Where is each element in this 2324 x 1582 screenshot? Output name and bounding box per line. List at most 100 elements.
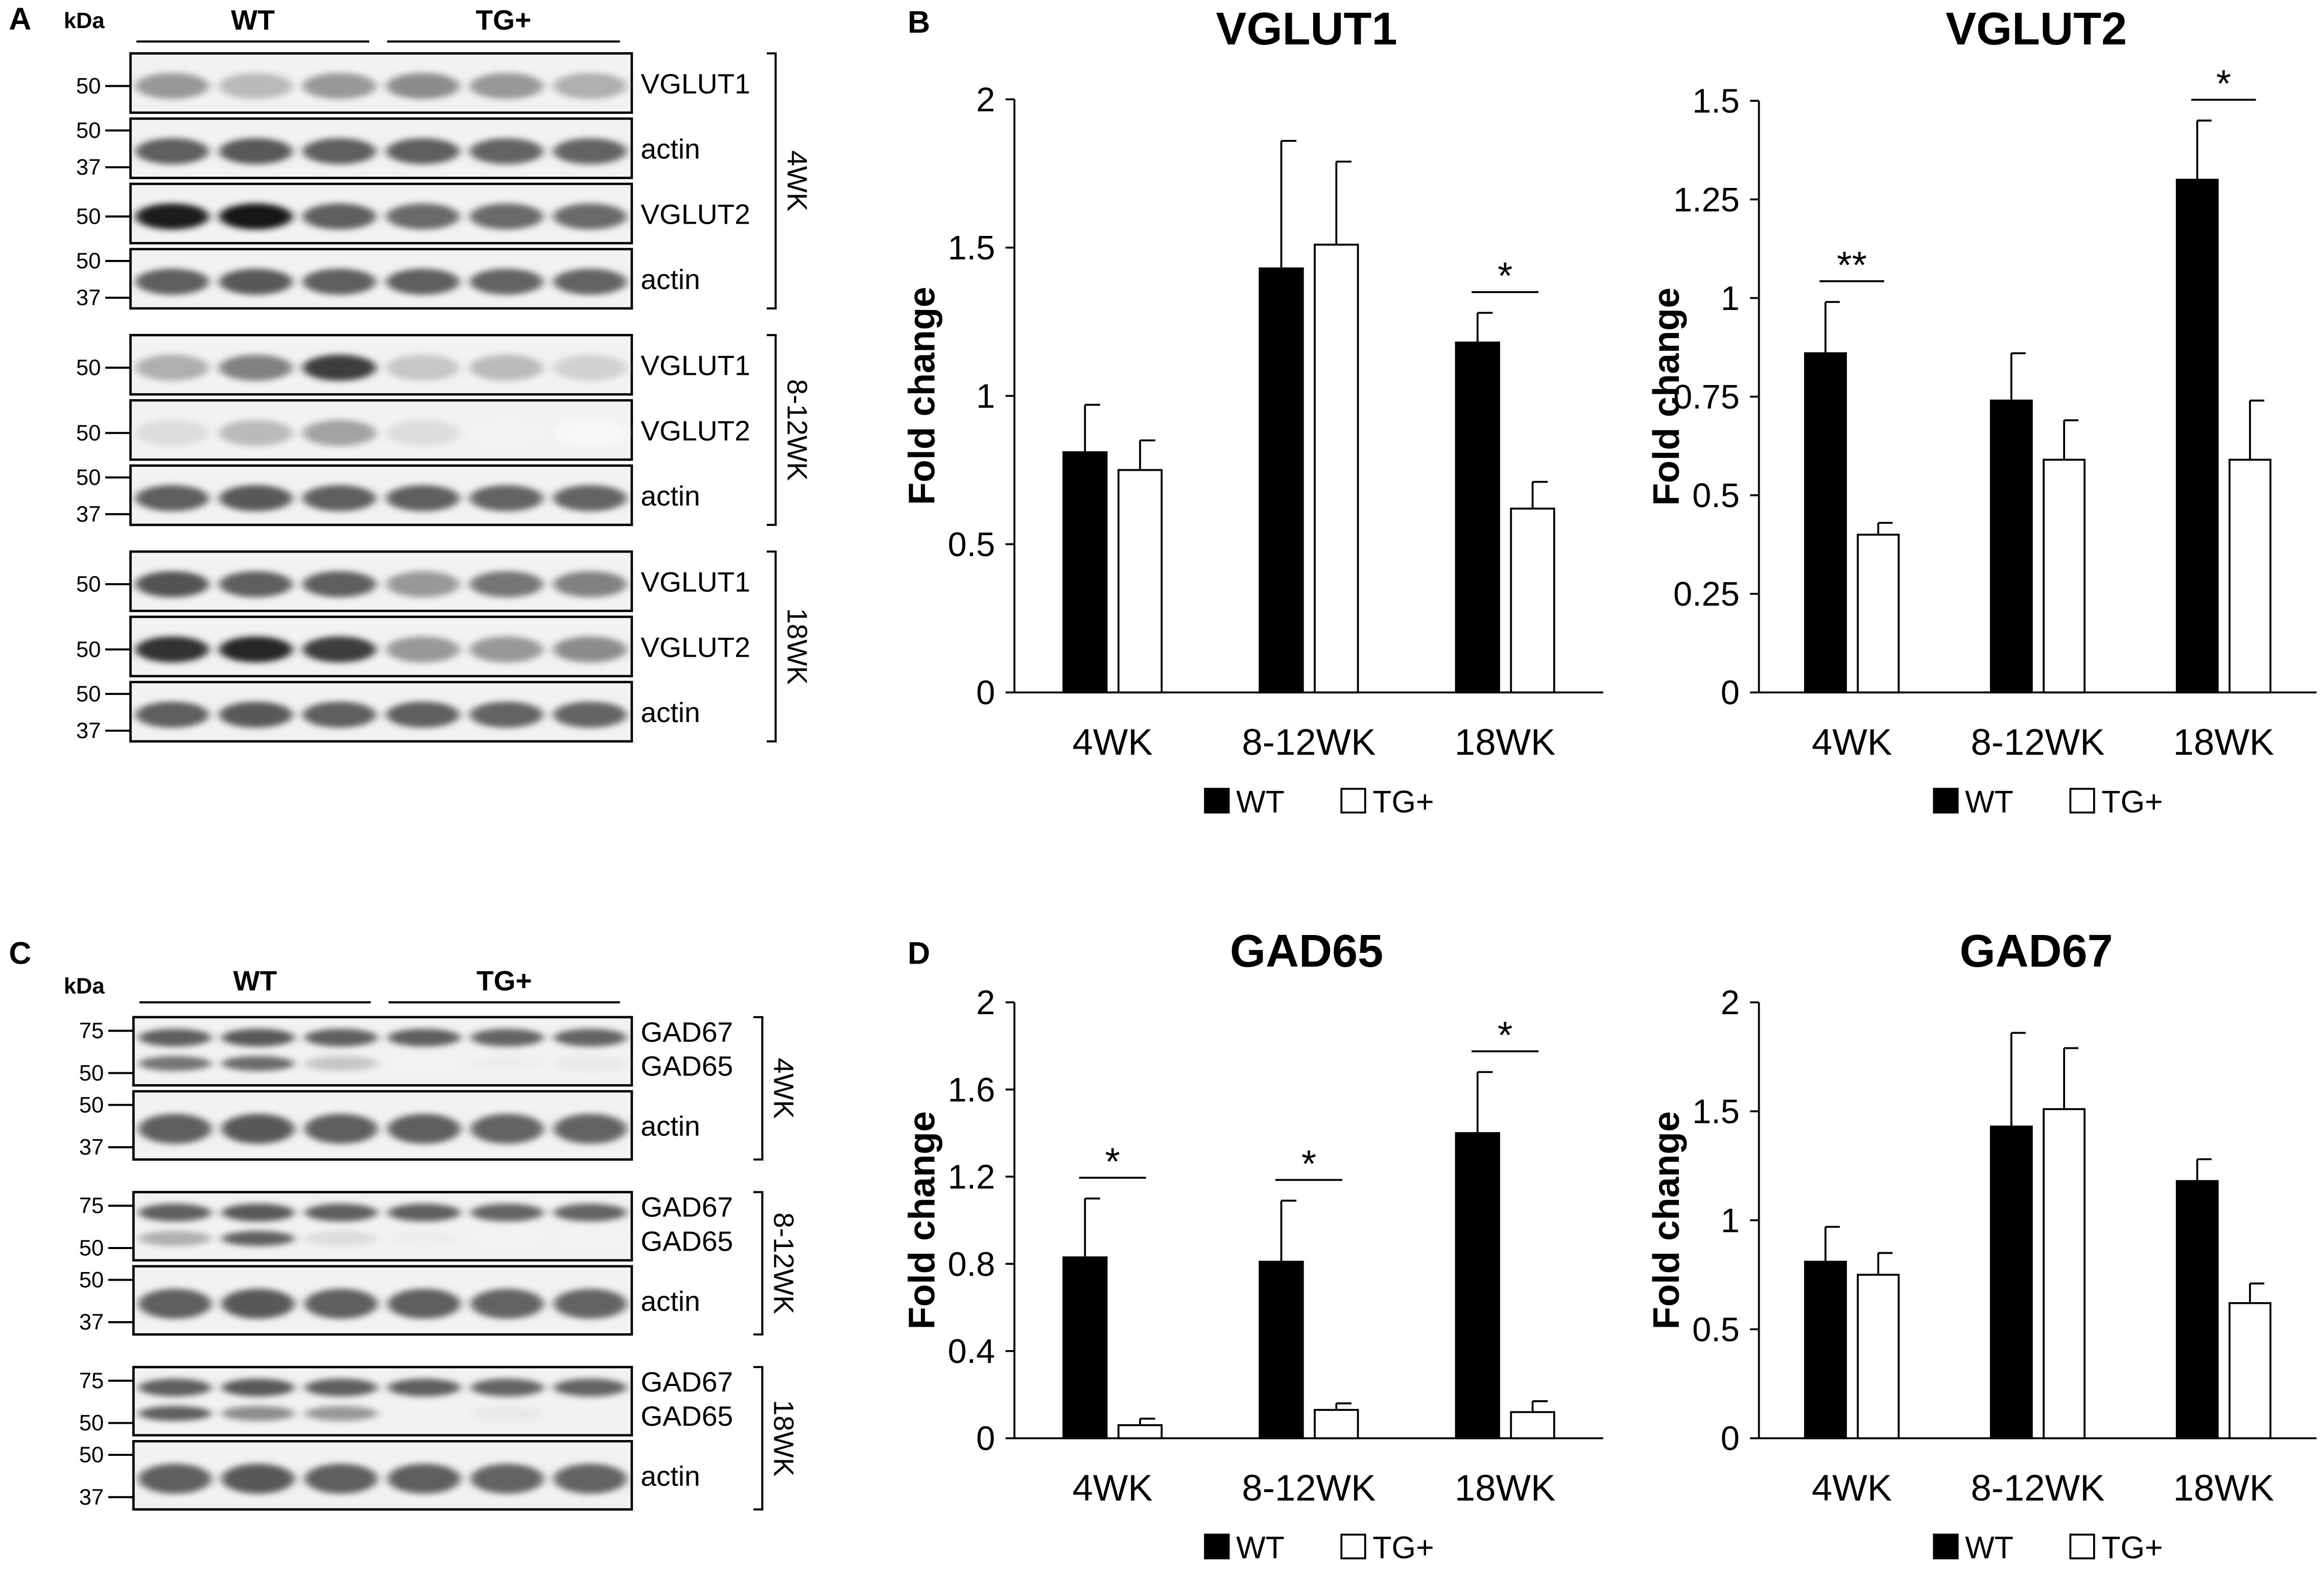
band-label: actin xyxy=(641,1460,700,1492)
band xyxy=(135,269,209,295)
band xyxy=(470,1378,544,1397)
marker-label: 37 xyxy=(76,286,101,310)
legend-swatch xyxy=(2069,787,2095,814)
y-tick-label: 0.5 xyxy=(1692,477,1740,515)
band xyxy=(138,1288,212,1319)
y-tick-label: 1.5 xyxy=(1692,1093,1740,1131)
y-tick-label: 0.8 xyxy=(947,1245,995,1283)
marker-label: 50 xyxy=(79,1268,104,1292)
band xyxy=(221,1056,295,1071)
x-tick-label: 8-12WK xyxy=(1971,1467,2104,1508)
band xyxy=(469,485,543,512)
chart-3: GAD65 0 0.4 0.8 1.2 1.6 2 Fold change 4WK * 8-12WK… xyxy=(901,926,1603,1565)
band xyxy=(138,1406,212,1421)
age-label: 4WK xyxy=(781,150,813,211)
legend-swatch xyxy=(1340,787,1366,814)
band xyxy=(219,73,293,99)
band xyxy=(302,571,376,597)
y-tick-label: 1.25 xyxy=(1673,181,1740,219)
group-label: TG+ xyxy=(477,965,532,997)
bar-wt xyxy=(1259,1260,1304,1440)
y-axis-label: Fold change xyxy=(901,287,942,505)
band xyxy=(221,1378,295,1397)
band xyxy=(554,1056,627,1071)
strip-frame xyxy=(132,1440,633,1511)
x-tick-label: 4WK xyxy=(1073,1467,1153,1508)
strip-frame xyxy=(132,1090,633,1161)
blot-strip: VGLUT1 50 xyxy=(76,550,750,612)
band-label: actin xyxy=(641,1285,700,1317)
band xyxy=(470,1288,544,1319)
group-label: WT xyxy=(231,4,275,36)
bar-wt xyxy=(1989,399,2033,693)
marker-label: 37 xyxy=(79,1485,104,1509)
band xyxy=(138,1028,212,1047)
y-tick-label: 2 xyxy=(976,81,995,119)
group-label: TG+ xyxy=(476,4,531,36)
band xyxy=(221,1028,295,1047)
age-bracket xyxy=(753,1016,764,1161)
age-bracket xyxy=(767,550,777,742)
marker-label: 50 xyxy=(79,1236,104,1261)
blot-strip: actin 50 37 xyxy=(76,681,700,743)
bar-tgplus xyxy=(1510,1411,1555,1440)
band xyxy=(386,485,460,512)
blot-strip: actin 50 37 xyxy=(76,248,700,310)
band xyxy=(304,1288,378,1319)
blot-strip: VGLUT2 50 xyxy=(76,399,750,461)
band xyxy=(138,1114,212,1144)
band xyxy=(135,420,209,446)
band xyxy=(469,636,543,663)
significance-marker: ** xyxy=(1837,244,1867,286)
y-tick-label: 0 xyxy=(976,674,995,712)
band xyxy=(386,269,460,295)
age-bracket xyxy=(767,52,777,309)
marker-label: 37 xyxy=(76,502,101,526)
band-label: GAD67 xyxy=(641,1191,733,1223)
strip-frame xyxy=(132,1016,633,1087)
y-tick-label: 0 xyxy=(1721,1420,1740,1458)
legend-label: WT xyxy=(1236,1530,1285,1565)
bar-wt xyxy=(1455,1132,1500,1440)
strip-frame xyxy=(129,464,633,526)
band xyxy=(469,269,543,295)
band-label: actin xyxy=(641,263,700,295)
band xyxy=(554,1231,627,1247)
legend-swatch xyxy=(1933,787,1959,814)
y-axis-label: Fold change xyxy=(901,1111,942,1329)
bar-wt xyxy=(2175,1180,2219,1440)
band xyxy=(553,203,627,230)
band xyxy=(135,138,209,164)
band xyxy=(470,1464,544,1494)
band xyxy=(135,203,209,230)
legend-label: WT xyxy=(1965,1530,2013,1565)
band xyxy=(386,701,460,728)
western-blot-c: kDa WT TG+GAD67GAD657550actin50374WKGAD67G… xyxy=(64,965,800,1511)
band xyxy=(135,354,209,381)
strip-frame xyxy=(129,117,633,179)
band-label: VGLUT2 xyxy=(641,415,750,446)
legend-label: TG+ xyxy=(2101,1530,2163,1565)
bar-tgplus xyxy=(1510,508,1555,693)
band xyxy=(387,1204,461,1221)
blot-strip: VGLUT1 50 xyxy=(76,333,750,396)
band xyxy=(138,1056,212,1071)
kda-label: kDa xyxy=(64,9,105,33)
band-label: actin xyxy=(641,1110,700,1142)
band-label: VGLUT2 xyxy=(641,198,750,230)
band xyxy=(470,1056,544,1071)
blot-strip: actin 50 37 xyxy=(79,1265,700,1336)
bar-tgplus xyxy=(1117,469,1163,693)
band xyxy=(304,1056,378,1071)
marker-label: 75 xyxy=(79,1194,104,1218)
marker-label: 50 xyxy=(76,637,101,662)
bar-tgplus xyxy=(2043,459,2086,693)
y-axis-label: Fold change xyxy=(1646,1111,1687,1329)
band xyxy=(387,1028,461,1047)
band xyxy=(304,1114,378,1144)
x-tick-label: 4WK xyxy=(1812,722,1892,763)
band xyxy=(387,1114,461,1144)
strip-frame xyxy=(129,333,633,396)
marker-label: 50 xyxy=(76,356,101,380)
